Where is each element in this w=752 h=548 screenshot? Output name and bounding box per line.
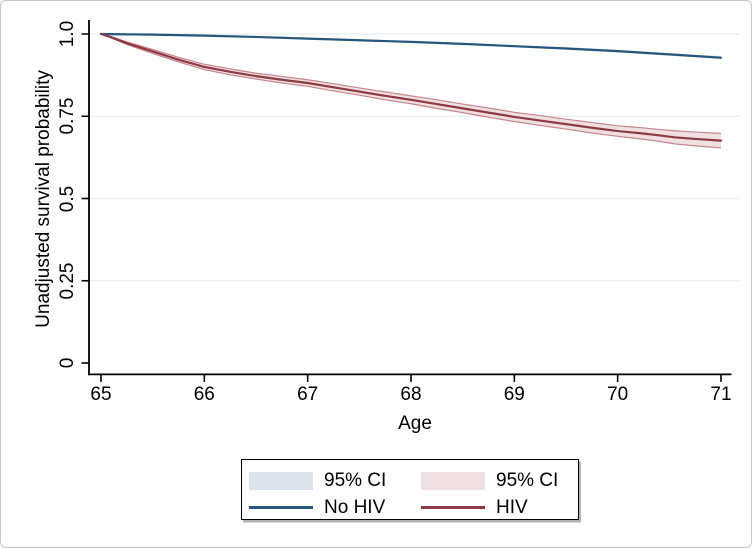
x-tick-label-67: 67	[297, 384, 319, 405]
y-tick-label-0.5: 0.5	[57, 185, 78, 212]
x-tick-label-68: 68	[400, 384, 422, 405]
legend-item-no-hiv-ci: 95% CI	[249, 468, 421, 493]
y-tick-label-1.0: 1.0	[57, 20, 78, 48]
hiv-ci-swatch	[421, 471, 485, 490]
y-tick-label-0.25: 0.25	[57, 262, 78, 300]
x-tick-label-71: 71	[710, 384, 732, 405]
y-axis-title: Unadjusted survival probability	[33, 70, 54, 328]
legend-label-hiv: HIV	[496, 497, 528, 518]
x-axis-title: Age	[398, 413, 432, 434]
legend-item-hiv-ci: 95% CI	[421, 468, 578, 493]
legend-label-no-hiv: No HIV	[324, 497, 386, 518]
hiv-curve	[99, 32, 723, 142]
legend-label-no-hiv-ci: 95% CI	[324, 470, 387, 491]
legend-item-no-hiv: No HIV	[249, 495, 421, 520]
legend-item-hiv: HIV	[421, 495, 578, 520]
x-tick-label-66: 66	[193, 384, 215, 405]
no-hiv-curve	[99, 32, 723, 59]
hiv-ci-upper-edge	[100, 33, 722, 134]
hiv-ci-lower-edge	[100, 33, 722, 149]
no-hiv-line-sample	[249, 506, 313, 509]
x-tick-label-69: 69	[503, 384, 525, 405]
x-tick-label-70: 70	[607, 384, 629, 405]
y-tick-label-0: 0	[57, 357, 78, 369]
hiv-line-sample	[421, 506, 485, 509]
y-tick-label-0.75: 0.75	[57, 97, 78, 135]
no-hiv-ci-band	[101, 34, 721, 60]
legend: 95% CI 95% CI No HIV HIV	[241, 459, 579, 520]
no-hiv-ci-swatch	[249, 471, 313, 490]
x-tick-label-65: 65	[90, 384, 112, 405]
legend-label-hiv-ci: 95% CI	[496, 470, 559, 491]
